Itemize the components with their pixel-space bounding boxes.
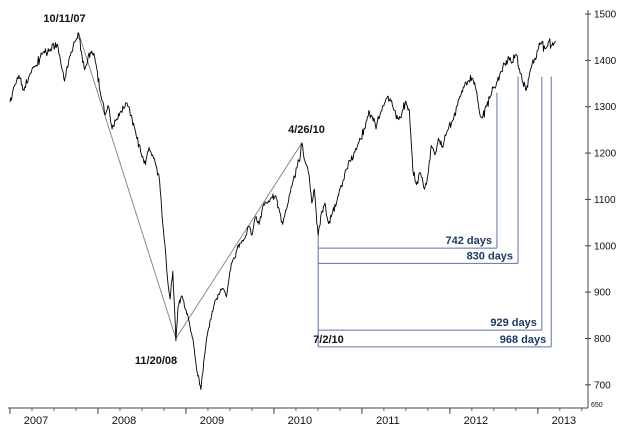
x-axis-label: 2013 (552, 415, 576, 427)
y-axis-label: 1400 (594, 56, 617, 67)
measure-label-929-days: 929 days (490, 317, 536, 329)
y-axis-label: 1000 (594, 241, 617, 252)
x-axis-label: 2008 (112, 415, 136, 427)
x-axis-label: 2010 (288, 415, 312, 427)
measure-label-742-days: 742 days (445, 235, 491, 247)
date-label-4-26-10: 4/26/10 (288, 124, 325, 136)
x-axis-label: 2012 (464, 415, 488, 427)
date-label-10-11-07: 10/11/07 (43, 13, 85, 25)
y-axis-label: 1500 (594, 10, 617, 21)
price-line (9, 32, 556, 390)
y-axis-label: 1200 (594, 149, 617, 160)
trendline-advance-2008-2010 (175, 142, 303, 339)
date-label-7-2-10: 7/2/10 (313, 334, 344, 346)
y-axis-label: 800 (594, 334, 611, 345)
measure-label-830-days: 830 days (467, 250, 513, 262)
y-axis-label: 1100 (594, 195, 616, 206)
y-axis-label: 900 (594, 288, 611, 299)
x-axis-label: 2009 (200, 415, 224, 427)
measure-label-968-days: 968 days (500, 334, 546, 346)
y-axis-bottom-label: 650 (591, 402, 603, 409)
y-axis-label: 1300 (594, 102, 617, 113)
date-label-11-20-08: 11/20/08 (135, 355, 177, 367)
trendline-decline-2007-2008 (78, 32, 177, 339)
x-axis-label: 2011 (376, 415, 400, 427)
y-axis-label: 700 (594, 380, 611, 391)
x-axis-label: 2007 (24, 415, 48, 427)
